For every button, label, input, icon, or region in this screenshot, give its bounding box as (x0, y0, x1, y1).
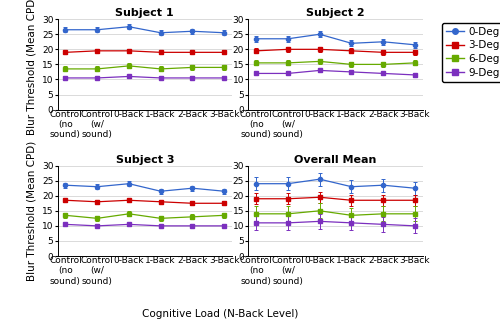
Legend: 0-Degree, 3-Degree, 6-Degree, 9-Degree: 0-Degree, 3-Degree, 6-Degree, 9-Degree (442, 23, 500, 82)
Text: Cognitive Load (N-Back Level): Cognitive Load (N-Back Level) (142, 309, 298, 319)
Title: Subject 3: Subject 3 (116, 155, 174, 165)
Y-axis label: Blur Threshold (Mean CPD): Blur Threshold (Mean CPD) (26, 141, 36, 281)
Title: Subject 2: Subject 2 (306, 8, 365, 19)
Title: Overall Mean: Overall Mean (294, 155, 377, 165)
Y-axis label: Blur Threshold (Mean CPD): Blur Threshold (Mean CPD) (26, 0, 36, 134)
Title: Subject 1: Subject 1 (116, 8, 174, 19)
